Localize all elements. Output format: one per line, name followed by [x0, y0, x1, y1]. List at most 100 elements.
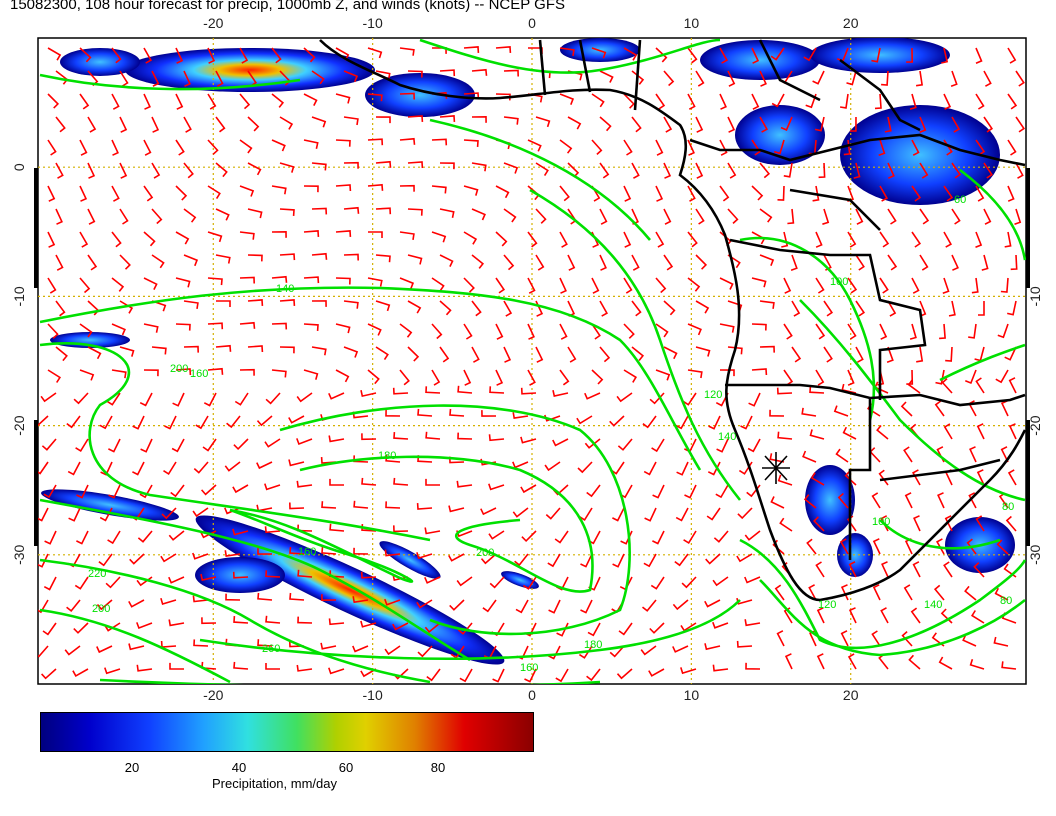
- colorbar-tick: 20: [124, 760, 140, 775]
- wind-barb: [973, 562, 985, 578]
- wind-barb: [360, 571, 377, 579]
- wind-barb: [143, 231, 156, 247]
- wind-barb: [736, 553, 753, 563]
- wind-barb: [623, 323, 635, 339]
- wind-barb: [943, 93, 952, 110]
- wind-barb: [463, 231, 478, 245]
- wind-barb: [816, 653, 825, 670]
- wind-barb: [98, 553, 113, 567]
- wind-barb: [392, 387, 409, 395]
- wind-barb: [759, 116, 768, 133]
- wind-barb: [439, 208, 455, 218]
- wind-barb: [175, 323, 191, 331]
- wind-barb: [463, 185, 479, 196]
- wind-barb: [771, 93, 785, 108]
- wind-barb: [328, 667, 345, 675]
- wind-barb: [1007, 185, 1015, 202]
- wind-barb: [368, 231, 383, 238]
- wind-barb: [480, 553, 497, 565]
- wind-barb: [495, 231, 508, 247]
- wind-barb: [143, 369, 159, 377]
- wind-barb: [111, 185, 120, 202]
- wind-barb: [759, 254, 775, 266]
- wind-barb: [527, 139, 542, 152]
- wind-barb: [975, 231, 983, 248]
- wind-barb: [193, 461, 209, 474]
- wind-barb: [224, 550, 241, 558]
- wind-barb: [783, 323, 793, 340]
- wind-barb: [328, 435, 345, 443]
- wind-barb: [55, 162, 64, 179]
- wind-barb: [1015, 70, 1025, 87]
- wind-barb: [649, 392, 665, 405]
- wind-barb: [759, 162, 771, 179]
- contour-label: 120: [704, 389, 722, 401]
- wind-barb: [997, 323, 1009, 339]
- wind-barb: [43, 484, 57, 499]
- wind-barb: [823, 346, 833, 363]
- wind-barb: [759, 300, 775, 309]
- wind-barb: [727, 70, 736, 87]
- wind-barb: [655, 47, 668, 63]
- wind-barb: [495, 46, 512, 53]
- wind-barb: [910, 607, 921, 624]
- wind-barb: [616, 668, 633, 680]
- wind-barb: [343, 161, 359, 169]
- wind-barb: [257, 548, 273, 555]
- wind-barb: [247, 299, 264, 306]
- wind-barb: [776, 387, 793, 395]
- wind-barb: [644, 507, 657, 522]
- wind-barb: [79, 93, 90, 110]
- wind-barb: [773, 139, 785, 155]
- wind-barb: [385, 501, 401, 509]
- wind-barb: [712, 621, 729, 629]
- wind-barb: [781, 231, 789, 248]
- wind-barb: [544, 461, 561, 472]
- wind-barb: [535, 116, 551, 128]
- wind-barb: [548, 599, 561, 614]
- wind-barb: [207, 93, 217, 110]
- wind-barb: [439, 115, 456, 122]
- wind-barb: [202, 438, 217, 452]
- wind-barb: [687, 93, 696, 110]
- wind-barb: [803, 494, 817, 509]
- wind-barb: [790, 254, 798, 271]
- wind-barb: [623, 185, 632, 202]
- wind-barb: [139, 484, 153, 499]
- wind-barb: [431, 185, 447, 194]
- wind-barb: [933, 584, 945, 601]
- wind-barb: [1007, 47, 1017, 64]
- wind-barb: [183, 208, 197, 223]
- wind-barb: [747, 438, 761, 453]
- wind-barb: [143, 93, 151, 110]
- contour-label: 160: [190, 368, 208, 380]
- wind-barb: [303, 323, 319, 331]
- wind-barb: [407, 300, 422, 314]
- wind-barb: [311, 116, 327, 128]
- wind-barb: [623, 231, 632, 248]
- wind-barb: [225, 593, 241, 601]
- wind-barb: [599, 116, 612, 132]
- wind-barb: [642, 599, 657, 612]
- wind-barb: [247, 345, 264, 353]
- wind-barb: [361, 477, 377, 486]
- wind-barb: [128, 599, 145, 608]
- wind-barb: [567, 254, 576, 271]
- wind-barb: [712, 576, 729, 587]
- wind-barb: [329, 523, 345, 532]
- wind-barb: [919, 254, 929, 271]
- wind-barb: [76, 484, 89, 499]
- wind-barb: [264, 483, 281, 491]
- wind-barb: [695, 346, 711, 357]
- wind-barb: [655, 139, 664, 156]
- wind-barb: [111, 93, 120, 110]
- right-lat-tick: -20: [1027, 415, 1043, 435]
- wind-barb: [975, 139, 986, 156]
- wind-barb: [780, 116, 793, 131]
- wind-barb: [151, 70, 160, 87]
- wind-barb: [247, 116, 260, 132]
- wind-barb: [684, 484, 697, 499]
- wind-barb: [1000, 277, 1009, 293]
- colorbar-tick: 40: [231, 760, 247, 775]
